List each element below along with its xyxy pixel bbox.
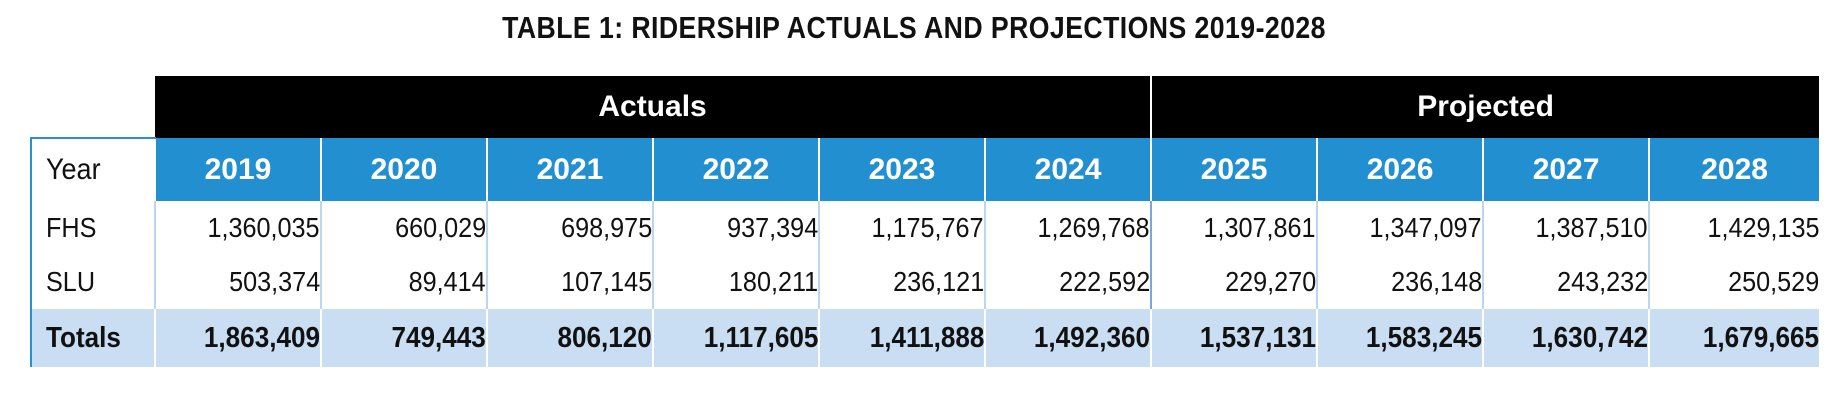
totals-label: Totals — [30, 309, 155, 367]
data-cell: 660,029 — [320, 201, 487, 255]
data-cell: 1,347,097 — [1316, 201, 1484, 255]
data-cell: 243,232 — [1482, 255, 1650, 309]
total-cell: 1,537,131 — [1150, 309, 1318, 367]
group-header-projected: Projected — [1151, 76, 1820, 138]
total-cell: 749,443 — [320, 309, 487, 367]
row-label: SLU — [30, 255, 155, 309]
year-header-cell: 2025 — [1150, 138, 1318, 201]
data-cell: 1,269,768 — [983, 201, 1152, 255]
data-cell: 503,374 — [154, 255, 321, 309]
total-cell: 1,117,605 — [652, 309, 819, 367]
year-header-cell: 2023 — [818, 138, 985, 201]
year-header-label: Year — [30, 137, 155, 201]
data-cell: 1,429,135 — [1648, 201, 1820, 255]
table-title: TABLE 1: RIDERSHIP ACTUALS AND PROJECTIO… — [502, 10, 1326, 45]
data-cell: 1,360,035 — [154, 201, 321, 255]
data-cell: 250,529 — [1648, 255, 1820, 309]
year-header-cell: 2022 — [652, 138, 819, 201]
total-cell: 1,411,888 — [818, 309, 985, 367]
data-cell: 698,975 — [486, 201, 653, 255]
total-cell: 1,679,665 — [1648, 309, 1820, 367]
table-row-slu: SLU 503,374 89,414 107,145 180,211 236,1… — [30, 255, 1820, 309]
data-cell: 1,387,510 — [1482, 201, 1650, 255]
data-cell: 180,211 — [652, 255, 819, 309]
year-header-cell: 2028 — [1648, 138, 1820, 201]
year-header-cell: 2027 — [1482, 138, 1650, 201]
group-header-row: Actuals Projected — [31, 76, 1820, 138]
year-header-cell: 2024 — [983, 138, 1152, 201]
blank-corner-cell — [31, 76, 155, 138]
group-header-actuals: Actuals — [155, 76, 1153, 138]
data-cell: 229,270 — [1150, 255, 1318, 309]
table-row-fhs: FHS 1,360,035 660,029 698,975 937,394 1,… — [30, 201, 1820, 255]
data-cell: 236,121 — [818, 255, 985, 309]
total-cell: 806,120 — [486, 309, 653, 367]
total-cell: 1,583,245 — [1316, 309, 1484, 367]
data-cell: 1,307,861 — [1150, 201, 1318, 255]
total-cell: 1,630,742 — [1482, 309, 1650, 367]
table-row-totals: Totals 1,863,409 749,443 806,120 1,117,6… — [30, 309, 1820, 367]
data-cell: 1,175,767 — [818, 201, 985, 255]
ridership-table: Actuals Projected Year 2019 2020 2021 20… — [30, 76, 1820, 367]
data-cell: 236,148 — [1316, 255, 1484, 309]
row-label: FHS — [30, 201, 155, 255]
year-header-cell: 2026 — [1316, 138, 1484, 201]
data-cell: 937,394 — [652, 201, 819, 255]
year-header-cell: 2020 — [320, 138, 487, 201]
data-cell: 107,145 — [486, 255, 653, 309]
data-cell: 222,592 — [983, 255, 1152, 309]
total-cell: 1,492,360 — [983, 309, 1152, 367]
year-header-cell: 2019 — [154, 138, 321, 201]
year-header-cell: 2021 — [486, 138, 653, 201]
data-cell: 89,414 — [320, 255, 487, 309]
total-cell: 1,863,409 — [154, 309, 321, 367]
year-header-row: Year 2019 2020 2021 2022 2023 2024 2025 … — [30, 137, 1820, 201]
